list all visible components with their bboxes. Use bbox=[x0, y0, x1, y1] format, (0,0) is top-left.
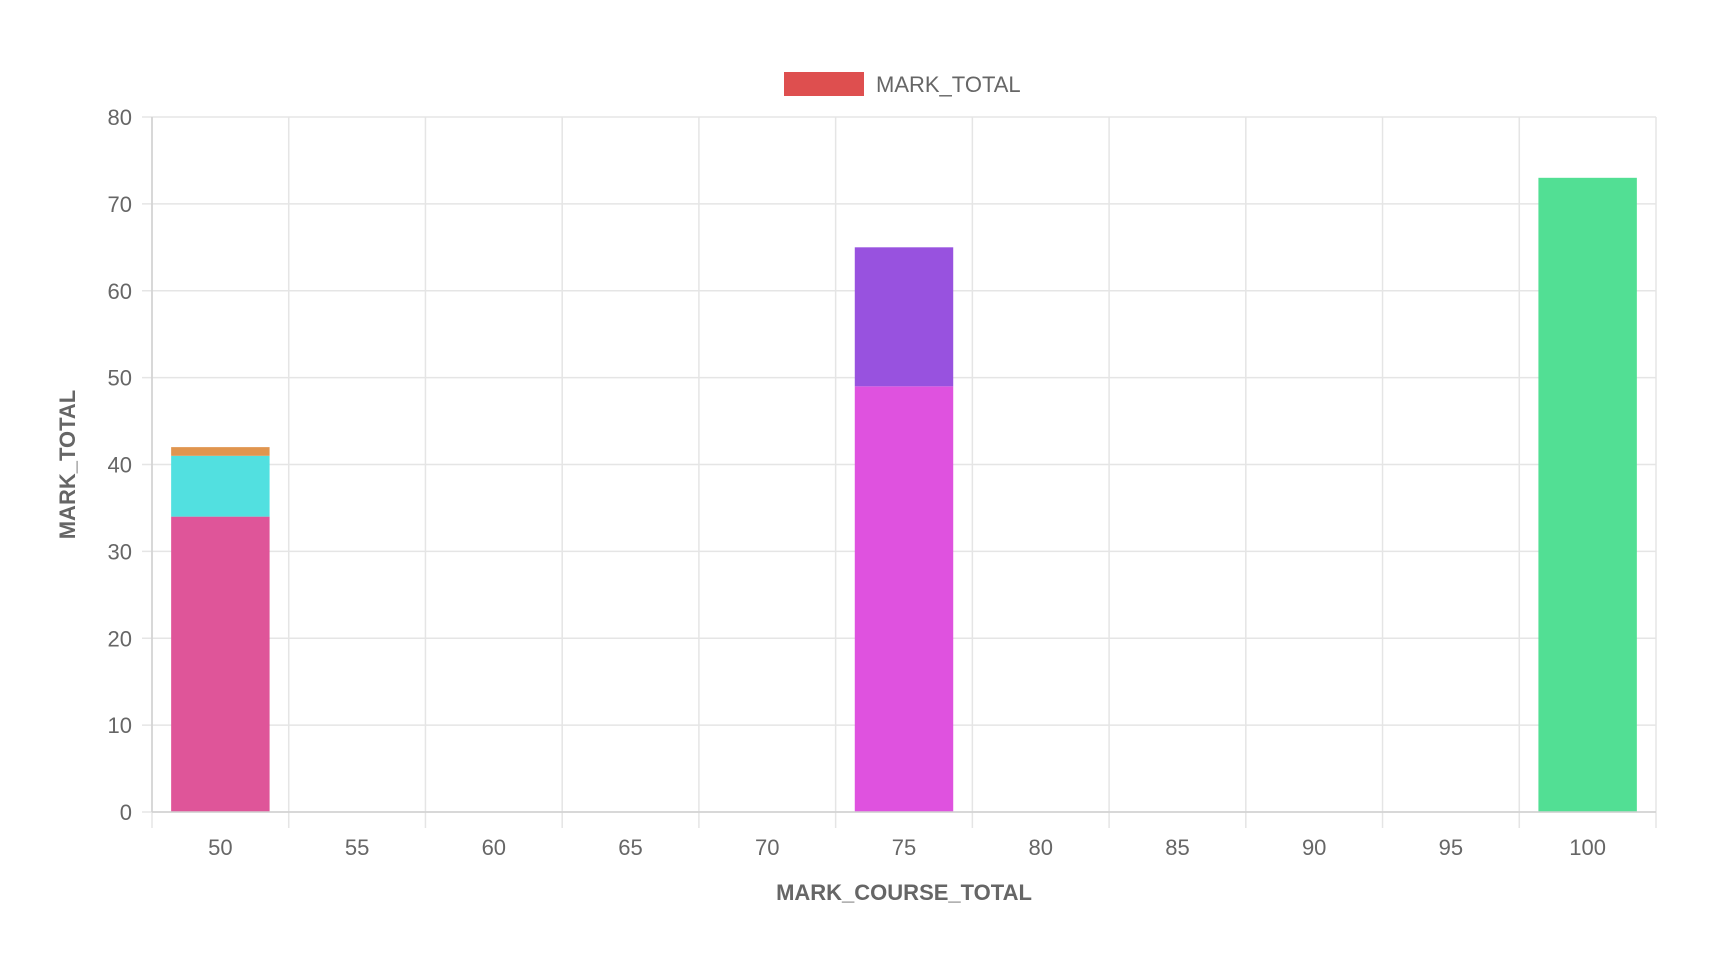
x-tick-label: 100 bbox=[1569, 835, 1606, 860]
legend-label[interactable]: MARK_TOTAL bbox=[876, 72, 1021, 97]
x-tick-label: 50 bbox=[208, 835, 232, 860]
x-tick-label: 95 bbox=[1439, 835, 1463, 860]
bar-segment[interactable] bbox=[171, 516, 270, 812]
bar-segment[interactable] bbox=[1538, 177, 1637, 812]
legend[interactable]: MARK_TOTAL bbox=[784, 72, 1021, 97]
y-tick-label: 60 bbox=[108, 279, 132, 304]
y-tick-label: 80 bbox=[108, 105, 132, 130]
y-tick-label: 10 bbox=[108, 713, 132, 738]
y-tick-label: 70 bbox=[108, 192, 132, 217]
bar-segment[interactable] bbox=[854, 386, 954, 812]
x-tick-label: 60 bbox=[482, 835, 506, 860]
y-tick-label: 50 bbox=[108, 366, 132, 391]
y-tick-label: 0 bbox=[120, 800, 132, 825]
y-axis-title: MARK_TOTAL bbox=[55, 390, 80, 540]
x-tick-label: 80 bbox=[1028, 835, 1052, 860]
y-tick-label: 30 bbox=[108, 539, 132, 564]
y-tick-label: 40 bbox=[108, 453, 132, 478]
x-tick-label: 75 bbox=[892, 835, 916, 860]
bar-segment[interactable] bbox=[171, 455, 270, 517]
x-tick-label: 90 bbox=[1302, 835, 1326, 860]
x-tick-label: 70 bbox=[755, 835, 779, 860]
legend-swatch[interactable] bbox=[784, 72, 864, 96]
axes: 0 10 20 30 40 50 60 70 80 50 55 60 65 70 75 80 85 90 95 100 bbox=[108, 105, 1656, 860]
y-tick-label: 20 bbox=[108, 626, 132, 651]
x-axis-title: MARK_COURSE_TOTAL bbox=[776, 880, 1032, 905]
x-tick-label: 55 bbox=[345, 835, 369, 860]
x-tick-label: 65 bbox=[618, 835, 642, 860]
bar-segment[interactable] bbox=[171, 447, 270, 456]
bars bbox=[171, 177, 1637, 812]
x-tick-label: 85 bbox=[1165, 835, 1189, 860]
bar-segment[interactable] bbox=[854, 247, 954, 387]
